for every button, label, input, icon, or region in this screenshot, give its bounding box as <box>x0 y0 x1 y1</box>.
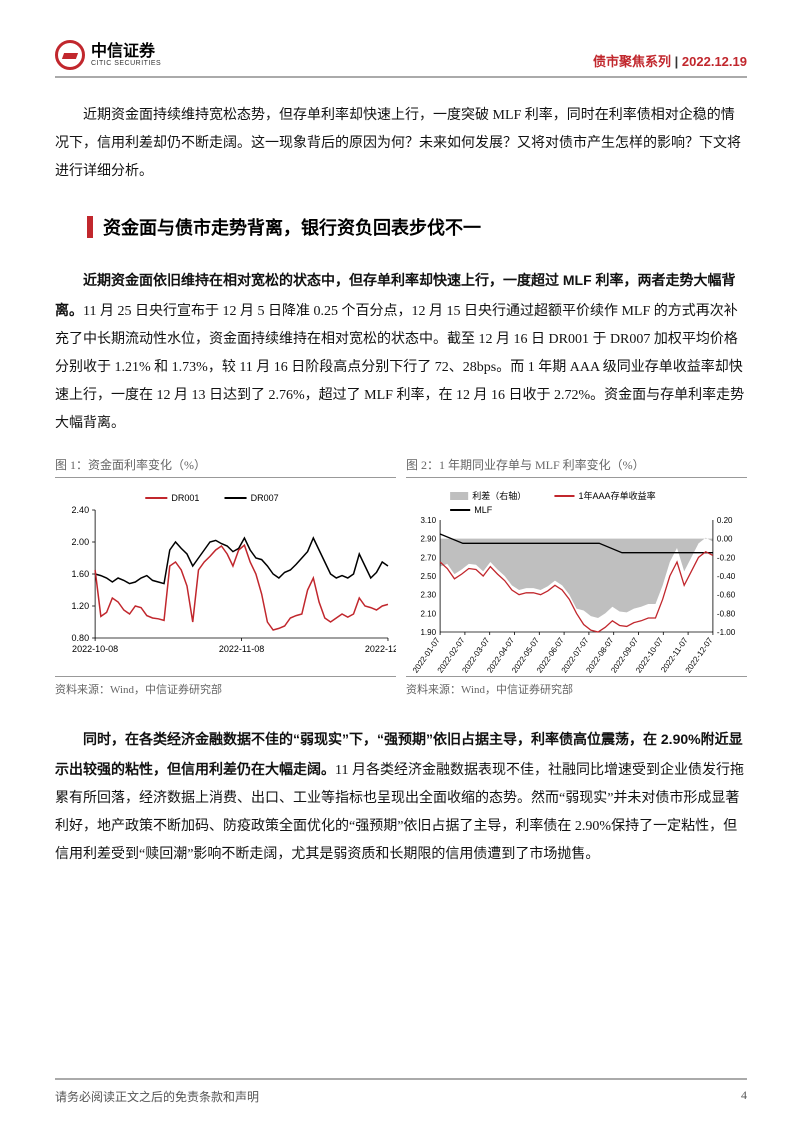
logo-en: CITIC SECURITIES <box>91 60 161 67</box>
svg-text:2.50: 2.50 <box>420 572 436 581</box>
chart2-column: 图 2：1 年期同业存单与 MLF 利率变化（%） 1.90 2.10 2.30 2.… <box>406 456 747 721</box>
svg-text:1.20: 1.20 <box>72 601 90 611</box>
intro-paragraph: 近期资金面持续维持宽松态势，但存单利率却快速上行，一度突破 MLF 利率，同时在… <box>55 102 747 186</box>
svg-text:3.10: 3.10 <box>420 516 436 525</box>
svg-text:0.20: 0.20 <box>717 516 733 525</box>
svg-text:2022-10-08: 2022-10-08 <box>72 644 118 654</box>
chart1-source: 资料来源：Wind，中信证券研究部 <box>55 676 396 697</box>
series-name: 债市聚焦系列 <box>593 54 671 69</box>
paragraph-1: 近期资金面依旧维持在相对宽松的状态中，但存单利率却快速上行，一度超过 MLF 利… <box>55 266 747 438</box>
svg-text:利差（右轴）: 利差（右轴） <box>472 490 526 501</box>
page-number: 4 <box>741 1088 747 1105</box>
svg-text:2022-11-08: 2022-11-08 <box>219 644 264 654</box>
section-title-text: 资金面与债市走势背离，银行资负回表步伐不一 <box>103 214 481 240</box>
section-heading: 资金面与债市走势背离，银行资负回表步伐不一 <box>87 214 747 240</box>
chart2-title: 图 2：1 年期同业存单与 MLF 利率变化（%） <box>406 456 747 478</box>
para2-rest: 11 月各类经济金融数据表现不佳，社融同比增速受到企业债发行拖累有所回落，经济数… <box>55 763 744 862</box>
svg-text:0.80: 0.80 <box>72 633 90 643</box>
chart1-column: 图 1：资金面利率变化（%） 0.80 1.20 1.60 2.00 2.40 2022-… <box>55 456 396 721</box>
section-bar-icon <box>87 216 93 238</box>
svg-text:-1.00: -1.00 <box>717 628 736 637</box>
paragraph-2: 同时，在各类经济金融数据不佳的“弱现实”下，“强预期”依旧占据主导，利率债高位震… <box>55 725 747 869</box>
svg-text:-0.20: -0.20 <box>717 553 736 562</box>
chart1-title: 图 1：资金面利率变化（%） <box>55 456 396 478</box>
page-header: 中信证券 CITIC SECURITIES 债市聚焦系列 | 2022.12.1… <box>55 40 747 78</box>
svg-text:-0.60: -0.60 <box>717 591 736 600</box>
svg-text:1年AAA存单收益率: 1年AAA存单收益率 <box>579 490 656 501</box>
chart1-canvas: 0.80 1.20 1.60 2.00 2.40 2022-10-08 2022-11-08… <box>55 486 396 676</box>
svg-text:1.90: 1.90 <box>420 628 436 637</box>
logo-icon <box>55 40 85 70</box>
svg-text:DR007: DR007 <box>251 493 279 503</box>
svg-text:MLF: MLF <box>474 505 493 515</box>
svg-text:2.90: 2.90 <box>420 535 436 544</box>
svg-text:2.40: 2.40 <box>72 505 90 515</box>
svg-text:DR001: DR001 <box>171 493 199 503</box>
svg-text:0.00: 0.00 <box>717 535 733 544</box>
svg-text:2.70: 2.70 <box>420 553 436 562</box>
svg-text:2022-12-08: 2022-12-08 <box>365 644 396 654</box>
header-meta: 债市聚焦系列 | 2022.12.19 <box>593 51 747 70</box>
logo-cn: 中信证券 <box>91 44 161 60</box>
svg-text:-0.80: -0.80 <box>717 609 736 618</box>
svg-text:2.30: 2.30 <box>420 591 436 600</box>
disclaimer-text: 请务必阅读正文之后的免责条款和声明 <box>55 1088 259 1105</box>
page-footer: 请务必阅读正文之后的免责条款和声明 4 <box>55 1078 747 1105</box>
svg-text:1.60: 1.60 <box>72 569 90 579</box>
logo: 中信证券 CITIC SECURITIES <box>55 40 161 70</box>
svg-text:2.10: 2.10 <box>420 609 436 618</box>
report-date: 2022.12.19 <box>682 54 747 69</box>
chart2-source: 资料来源：Wind，中信证券研究部 <box>406 676 747 697</box>
svg-text:2.00: 2.00 <box>72 537 90 547</box>
para1-rest: 11 月 25 日央行宣布于 12 月 5 日降准 0.25 个百分点，12 月… <box>55 304 744 431</box>
chart2-canvas: 1.90 2.10 2.30 2.50 2.70 2.90 3.10 -1.00 -0.80 -0… <box>406 486 747 676</box>
svg-text:-0.40: -0.40 <box>717 572 736 581</box>
chart-row: 图 1：资金面利率变化（%） 0.80 1.20 1.60 2.00 2.40 2022-… <box>55 456 747 721</box>
